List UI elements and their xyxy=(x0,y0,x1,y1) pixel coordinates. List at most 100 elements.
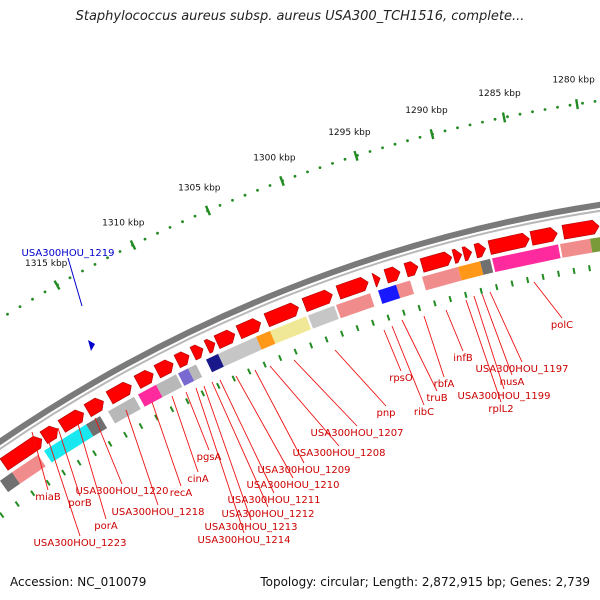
backbone-inner xyxy=(0,209,600,451)
cog-block xyxy=(12,454,46,484)
scale-dot xyxy=(593,100,597,103)
inner-tick xyxy=(402,309,406,316)
label-leader xyxy=(44,429,81,537)
gene-label: USA300HOU_1210 xyxy=(247,480,340,491)
label-leader xyxy=(219,379,275,494)
cog-block xyxy=(308,305,339,329)
kbp-tick-label: 1285 kbp xyxy=(478,89,521,99)
gene-label: porB xyxy=(68,498,92,509)
scale-dot xyxy=(443,129,447,133)
cog-block xyxy=(396,280,415,299)
scale-dot xyxy=(243,193,247,197)
gene-label: USA300HOU_1212 xyxy=(222,509,315,520)
cog-block xyxy=(492,244,561,273)
inner-tick xyxy=(247,368,252,375)
backbone-outer xyxy=(0,201,600,446)
gene-track xyxy=(0,219,600,471)
gene-label: USA300HOU_1218 xyxy=(112,507,205,518)
scale-dot xyxy=(268,184,272,187)
gene-arrow xyxy=(0,436,43,471)
scale-dot xyxy=(418,135,422,139)
gene-arrow xyxy=(529,227,558,246)
label-leader xyxy=(171,395,199,473)
cog-block xyxy=(86,416,108,437)
cog-block xyxy=(422,266,462,291)
gene-label: pgsA xyxy=(197,452,222,463)
label-leader xyxy=(31,431,49,491)
cog-block xyxy=(256,330,276,350)
cog-block xyxy=(480,258,494,275)
gene-label: nusA xyxy=(500,377,525,388)
gene-label: truB xyxy=(426,393,447,404)
scale-dot xyxy=(31,297,34,301)
gene-arrow xyxy=(57,409,84,433)
scale-dot xyxy=(306,170,309,174)
scale-dot xyxy=(481,120,484,124)
scale-dot xyxy=(343,157,347,161)
gene-label: USA300HOU_1220 xyxy=(76,486,169,497)
label-leader xyxy=(125,409,159,506)
inner-tick xyxy=(588,265,591,272)
kbp-tick xyxy=(53,280,61,291)
gene-label: porA xyxy=(94,521,118,532)
gene-labels: miaB USA300HOU_1223 porB porA USA300HOU_1220… xyxy=(34,320,574,549)
cog-block xyxy=(206,353,224,373)
cog-block xyxy=(270,316,312,344)
inner-tick xyxy=(526,276,530,284)
cog-block xyxy=(108,396,141,424)
genome-backbone xyxy=(0,201,600,451)
scale-dot xyxy=(231,198,234,202)
kbp-tick-label: 1300 kbp xyxy=(253,153,296,163)
gene-label: ribC xyxy=(414,407,434,418)
label-leader xyxy=(185,391,210,451)
genes-label: Genes: xyxy=(509,575,552,589)
scale-dot xyxy=(456,126,459,130)
inner-tick xyxy=(340,330,345,337)
label-leader xyxy=(465,299,502,403)
gene-arrow xyxy=(39,425,59,445)
gene-arrow xyxy=(461,246,473,262)
cog-block xyxy=(0,472,20,493)
scale-dot xyxy=(193,214,197,218)
gene-label: miaB xyxy=(35,492,61,503)
highlight-arrow-icon xyxy=(88,340,95,351)
highlight-label: USA300HOU_1219 xyxy=(22,248,115,259)
gene-arrow xyxy=(105,381,132,405)
scale-dot xyxy=(406,139,409,143)
label-leader xyxy=(94,417,123,485)
genome-summary: Topology: circular; Length: 2,872,915 bp… xyxy=(260,575,590,589)
kbp-tick-label: 1295 kbp xyxy=(328,128,371,138)
label-leader xyxy=(423,315,445,378)
label-leader xyxy=(269,365,340,447)
kbp-tick xyxy=(204,205,212,216)
cog-block xyxy=(178,368,195,386)
label-leader xyxy=(383,329,402,372)
gene-arrow xyxy=(213,329,236,350)
topology-value: circular xyxy=(320,575,365,589)
cog-block xyxy=(138,384,163,407)
inner-tick xyxy=(495,283,499,291)
inner-tick xyxy=(76,459,82,466)
gene-label: rpsO xyxy=(389,373,413,384)
scale-dots xyxy=(6,100,597,316)
label-leader xyxy=(334,349,387,407)
gene-label: USA300HOU_1213 xyxy=(205,522,298,533)
gene-arrow xyxy=(301,289,333,312)
label-leader xyxy=(254,369,305,464)
scale-dot xyxy=(143,237,147,241)
genes-value: 2,739 xyxy=(555,575,590,589)
inner-tick xyxy=(107,440,113,447)
gene-arrow xyxy=(235,318,262,340)
scale-dot xyxy=(531,110,534,114)
label-leader xyxy=(235,375,294,479)
scale-dot xyxy=(318,166,322,170)
kbp-tick xyxy=(429,129,435,140)
scale-dot xyxy=(93,263,97,266)
kbp-tick xyxy=(353,150,359,161)
kbp-tick-label: 1290 kbp xyxy=(405,106,448,116)
cog-block xyxy=(156,374,183,398)
map-title: Staphylococcus aureus subsp. aureus USA3… xyxy=(75,9,525,24)
scale-dot xyxy=(181,220,184,224)
inner-tick xyxy=(293,348,298,355)
